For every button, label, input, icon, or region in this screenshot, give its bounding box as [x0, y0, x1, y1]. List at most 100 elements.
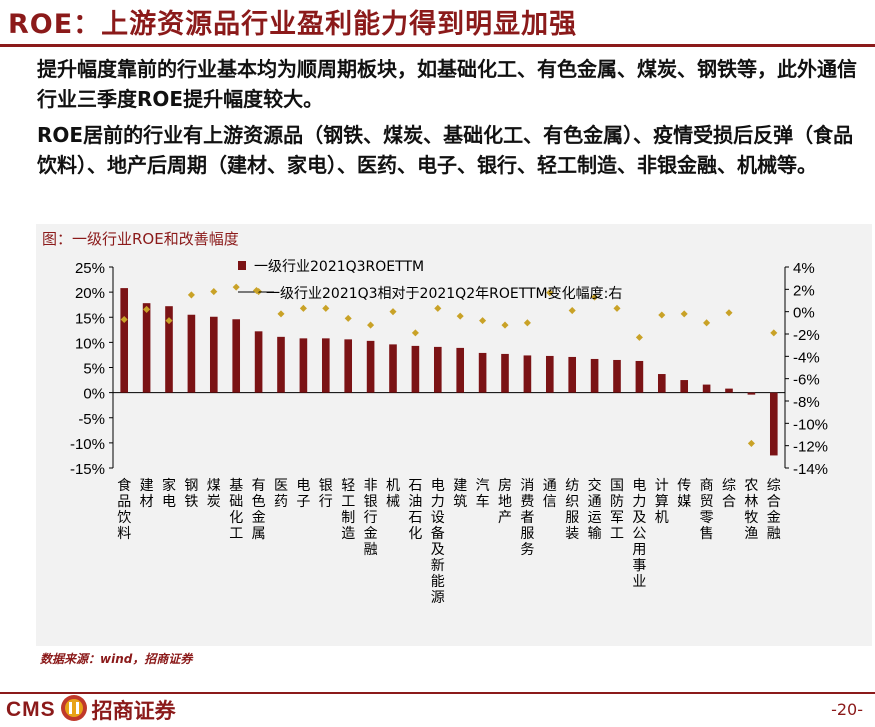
x-tick-label: 银行 [319, 478, 333, 510]
x-tick-label: 轻工制造 [341, 478, 355, 542]
x-tick-label: 电力设备及新能源 [431, 478, 445, 606]
x-tick-label: 通信 [543, 478, 557, 510]
marker-22 [591, 293, 599, 301]
marker-6 [232, 283, 240, 291]
bar-7 [254, 331, 263, 393]
title-underline [0, 44, 875, 47]
bar-22 [590, 358, 599, 393]
logo-company-name: 招商证券 [91, 699, 176, 723]
chart-panel [36, 224, 872, 646]
marker-27 [703, 319, 711, 327]
page-number: -20- [831, 700, 863, 719]
x-tick-label: 基础化工 [229, 477, 243, 542]
x-tick-label: 煤炭 [207, 478, 221, 510]
y-tick-label-right: -6% [793, 372, 820, 389]
y-tick-label-right: -2% [793, 327, 820, 344]
bar-17 [478, 352, 487, 393]
y-tick-label-left: -5% [78, 411, 105, 428]
y-tick-label-right: 4% [793, 260, 815, 277]
marker-29 [747, 439, 755, 447]
x-tick-label: 石油石化 [408, 478, 422, 542]
bar-5 [209, 316, 218, 393]
marker-3 [165, 317, 173, 325]
bar-12 [366, 340, 375, 393]
x-tick-label: 纺织服装 [565, 478, 579, 542]
marker-11 [344, 314, 352, 322]
x-tick-label: 商贸零售 [700, 478, 714, 542]
x-tick-label: 机械 [386, 478, 400, 510]
chart-caption: 图：一级行业ROE和改善幅度 [42, 230, 239, 248]
logo-emblem-icon [60, 694, 88, 726]
marker-13 [389, 308, 397, 316]
x-tick-label: 农林牧渔 [744, 478, 758, 542]
marker-14 [411, 329, 419, 337]
marker-2 [143, 305, 151, 313]
marker-10 [322, 304, 330, 312]
marker-12 [367, 321, 375, 329]
legend-marker-swatch [252, 286, 261, 295]
marker-4 [187, 291, 195, 299]
bar-21 [568, 356, 577, 393]
footer-rule [0, 692, 875, 694]
bar-1 [120, 288, 129, 393]
x-tick-label: 食品饮料 [117, 477, 131, 542]
legend-label-roe: 一级行业2021Q3ROETTM [254, 259, 424, 275]
bar-14 [411, 345, 420, 393]
marker-25 [658, 311, 666, 319]
marker-19 [523, 319, 531, 327]
marker-28 [725, 309, 733, 317]
y-tick-label-left: 0% [83, 386, 105, 403]
marker-17 [479, 317, 487, 325]
x-tick-label: 建筑 [453, 478, 467, 510]
y-tick-label-left: -10% [70, 436, 105, 453]
y-tick-label-left: 20% [75, 285, 105, 302]
bar-2 [142, 303, 151, 393]
page-title: ROE：上游资源品行业盈利能力得到明显加强 [8, 8, 578, 40]
x-tick-label: 房地产 [498, 478, 512, 526]
bar-3 [165, 306, 173, 393]
bar-23 [613, 359, 621, 393]
x-tick-label: 国防军工 [610, 478, 624, 542]
y-tick-label-left: 15% [75, 310, 105, 327]
marker-5 [210, 288, 218, 296]
marker-20 [546, 289, 554, 297]
bar-15 [433, 346, 442, 393]
marker-16 [456, 312, 464, 320]
x-tick-label: 电子 [296, 478, 310, 510]
x-tick-label: 计算机 [655, 478, 669, 526]
x-tick-label: 汽车 [476, 478, 490, 510]
marker-23 [613, 304, 621, 312]
logo-cms-text: CMS [6, 698, 56, 721]
y-tick-label-right: -10% [793, 416, 828, 433]
bar-19 [523, 355, 532, 393]
paragraph-2: ROE居前的行业有上游资源品（钢铁、煤炭、基础化工、有色金属）、疫情受损后反弹（… [37, 123, 854, 177]
marker-30 [770, 329, 778, 337]
x-tick-label: 传媒 [677, 478, 691, 510]
bar-9 [299, 338, 308, 393]
x-tick-label: 交通运输 [588, 477, 602, 542]
y-tick-label-left: 5% [83, 361, 105, 378]
bar-18 [501, 353, 509, 393]
bar-30 [769, 392, 778, 456]
x-tick-label: 综合 [722, 478, 736, 510]
legend-bar-swatch [238, 261, 246, 270]
marker-9 [299, 304, 307, 312]
bar-6 [232, 319, 241, 393]
y-tick-label-right: 0% [793, 305, 815, 322]
marker-8 [277, 310, 285, 318]
y-tick-label-right: -12% [793, 439, 828, 456]
y-tick-label-right: 2% [793, 282, 815, 299]
bar-26 [680, 380, 689, 393]
bar-11 [344, 339, 353, 393]
x-tick-label: 消费者服务 [520, 478, 534, 558]
y-tick-label-left: 25% [75, 260, 105, 277]
x-tick-label: 综合金融 [767, 478, 781, 542]
bar-16 [456, 347, 465, 393]
bar-8 [277, 336, 285, 393]
bar-10 [321, 338, 330, 393]
marker-24 [635, 333, 643, 341]
bar-4 [187, 314, 196, 393]
x-tick-label: 家电 [162, 477, 176, 510]
paragraph-1: 提升幅度靠前的行业基本均为顺周期板块，如基础化工、有色金属、煤炭、钢铁等，此外通… [37, 57, 857, 111]
